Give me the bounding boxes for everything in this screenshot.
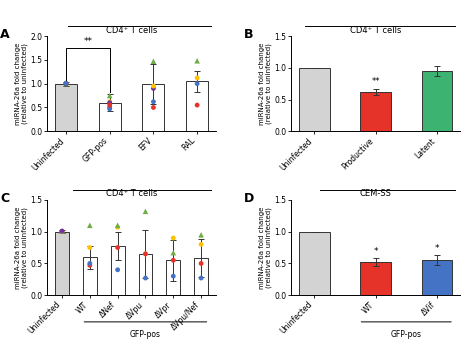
Point [106, 105, 113, 111]
Text: A: A [0, 28, 10, 41]
Text: C: C [0, 192, 9, 205]
Bar [83, 257, 97, 295]
Point [106, 106, 113, 112]
Y-axis label: miRNA-26a fold change
(relative to uninfected): miRNA-26a fold change (relative to uninf… [259, 206, 273, 289]
Title: CEM-SS: CEM-SS [360, 189, 392, 198]
Y-axis label: miRNA-26a fold change
(relative to uninfected): miRNA-26a fold change (relative to uninf… [15, 42, 28, 125]
Bar [421, 71, 452, 131]
Title: CD4⁺ T cells: CD4⁺ T cells [350, 26, 401, 35]
Text: B: B [244, 28, 254, 41]
Point [197, 232, 205, 238]
Point [142, 251, 149, 257]
Point [170, 235, 177, 241]
Text: **: ** [83, 37, 92, 46]
Text: GFP-pos: GFP-pos [130, 329, 161, 338]
Point [106, 100, 113, 105]
Point [106, 93, 113, 98]
Text: *: * [435, 244, 439, 253]
Point [58, 228, 66, 234]
Point [170, 257, 177, 263]
Bar [194, 258, 208, 295]
Point [86, 262, 94, 268]
Y-axis label: miRNA-26a fold change
(relative to uninfected): miRNA-26a fold change (relative to uninf… [15, 206, 28, 289]
Point [58, 229, 66, 235]
Point [114, 224, 121, 230]
Bar [55, 232, 69, 295]
Point [170, 250, 177, 256]
Point [62, 81, 70, 86]
Point [114, 222, 121, 228]
Point [62, 81, 70, 86]
Bar [299, 232, 330, 295]
Point [142, 208, 149, 214]
Title: CD4⁺ T cells: CD4⁺ T cells [106, 189, 157, 198]
Bar [99, 103, 120, 131]
Point [58, 229, 66, 235]
Point [197, 242, 205, 247]
Y-axis label: miRNA-26a fold change
(relative to uninfected): miRNA-26a fold change (relative to uninf… [259, 42, 273, 125]
Point [193, 58, 201, 64]
Text: **: ** [371, 77, 380, 86]
Point [193, 75, 201, 81]
Bar [55, 84, 77, 131]
Point [114, 267, 121, 273]
Bar [299, 68, 330, 131]
Bar [186, 81, 208, 131]
Point [86, 222, 94, 228]
Point [170, 273, 177, 279]
Point [106, 99, 113, 105]
Point [142, 251, 149, 257]
Bar [421, 260, 452, 295]
Bar [360, 92, 391, 131]
Text: *: * [374, 247, 378, 256]
Bar [138, 254, 153, 295]
Point [197, 275, 205, 281]
Bar [360, 262, 391, 295]
Point [106, 102, 113, 108]
Point [58, 228, 66, 234]
Point [150, 83, 157, 89]
Point [62, 81, 70, 86]
Point [150, 99, 157, 105]
Text: GFP-pos: GFP-pos [391, 329, 422, 338]
Title: CD4⁺ T cells: CD4⁺ T cells [106, 26, 157, 35]
Point [86, 245, 94, 251]
Point [150, 105, 157, 111]
Bar [111, 246, 125, 295]
Point [142, 275, 149, 281]
Point [62, 80, 70, 86]
Text: D: D [244, 192, 255, 205]
Bar [166, 260, 180, 295]
Point [197, 261, 205, 266]
Point [62, 80, 70, 86]
Point [193, 102, 201, 108]
Point [86, 261, 94, 266]
Point [150, 58, 157, 64]
Point [193, 81, 201, 86]
Point [150, 86, 157, 91]
Point [114, 245, 121, 251]
Point [62, 81, 70, 86]
Point [58, 229, 66, 235]
Bar [143, 84, 164, 131]
